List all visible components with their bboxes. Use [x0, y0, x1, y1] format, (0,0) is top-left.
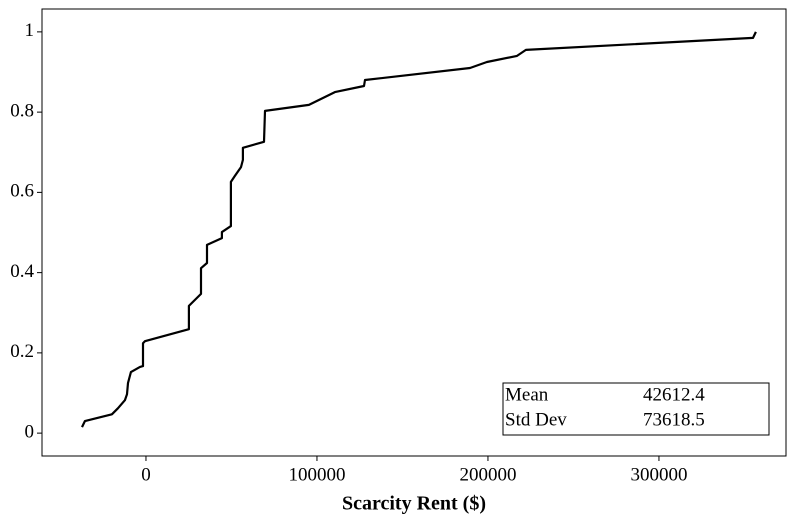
stat-value: 42612.4 [643, 384, 705, 405]
cdf-line [81, 31, 757, 428]
x-axis-label: Scarcity Rent ($) [342, 493, 486, 515]
y-tick-label: 0.2 [10, 341, 34, 362]
x-tick-label: 300000 [630, 464, 687, 485]
stat-value: 73618.5 [643, 409, 705, 430]
x-tick-label: 200000 [459, 464, 516, 485]
y-tick-label: 0 [25, 421, 35, 442]
x-tick-label: 0 [141, 464, 151, 485]
stats-box [502, 382, 770, 436]
stat-label: Std Dev [505, 409, 567, 430]
y-tick-label: 0.8 [10, 100, 34, 121]
y-tick-label: 1 [25, 20, 35, 41]
x-tick-label: 100000 [288, 464, 345, 485]
y-tick-label: 0.6 [10, 181, 34, 202]
plot-frame [41, 8, 787, 457]
stat-label: Mean [505, 384, 549, 405]
y-tick-label: 0.4 [10, 261, 34, 282]
